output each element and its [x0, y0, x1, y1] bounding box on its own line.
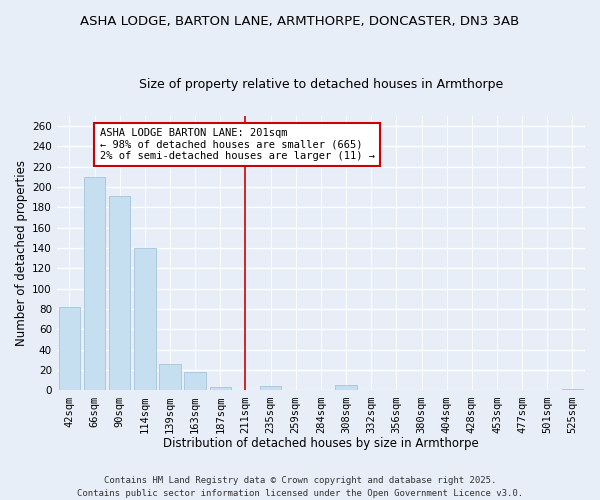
- Bar: [159, 364, 181, 390]
- Bar: [109, 196, 130, 390]
- Bar: [134, 248, 155, 390]
- Bar: [59, 307, 80, 390]
- Text: ASHA LODGE BARTON LANE: 201sqm
← 98% of detached houses are smaller (665)
2% of : ASHA LODGE BARTON LANE: 201sqm ← 98% of …: [100, 128, 374, 161]
- Title: Size of property relative to detached houses in Armthorpe: Size of property relative to detached ho…: [139, 78, 503, 91]
- Bar: [184, 372, 206, 390]
- Bar: [209, 388, 231, 390]
- Bar: [260, 386, 281, 390]
- Text: Contains HM Land Registry data © Crown copyright and database right 2025.
Contai: Contains HM Land Registry data © Crown c…: [77, 476, 523, 498]
- Bar: [84, 177, 105, 390]
- X-axis label: Distribution of detached houses by size in Armthorpe: Distribution of detached houses by size …: [163, 437, 479, 450]
- Y-axis label: Number of detached properties: Number of detached properties: [15, 160, 28, 346]
- Bar: [335, 386, 357, 390]
- Text: ASHA LODGE, BARTON LANE, ARMTHORPE, DONCASTER, DN3 3AB: ASHA LODGE, BARTON LANE, ARMTHORPE, DONC…: [80, 15, 520, 28]
